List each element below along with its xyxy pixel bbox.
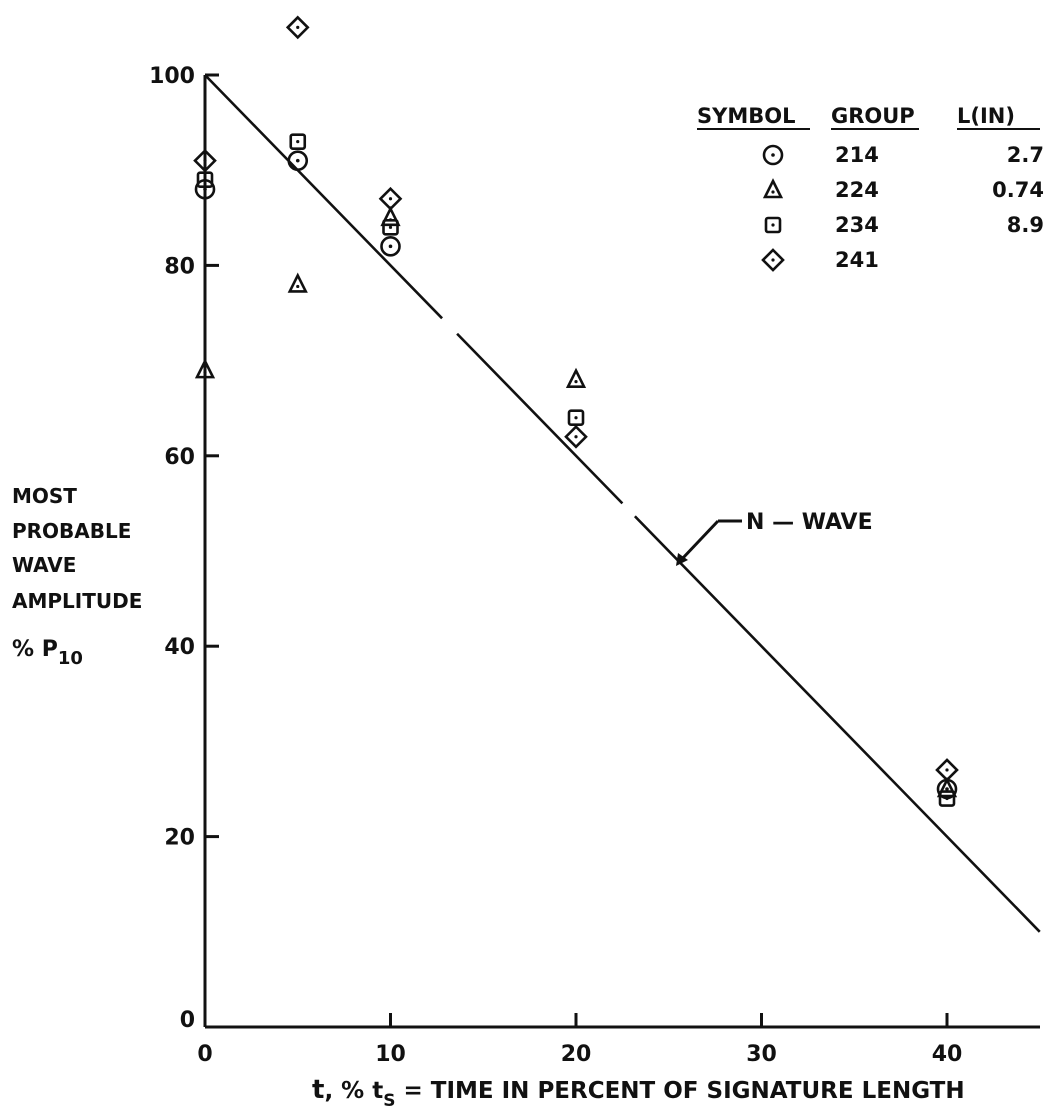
legend-length-214: 2.7 — [1007, 143, 1044, 167]
legend-header-symbol: SYMBOL — [697, 104, 795, 128]
point-diamond-241 — [193, 148, 217, 173]
y-axis-title-line-1: MOST — [12, 484, 77, 508]
n-wave-line-segment — [633, 515, 1041, 933]
legend-rows: 214 2.7 224 0.74 234 8.9 241 — [761, 143, 1044, 272]
y-tick-label: 20 — [164, 826, 195, 851]
axis-tick-labels: 0 20 40 60 80 100 0 10 20 30 40 — [149, 64, 962, 1067]
point-square-234 — [289, 133, 307, 150]
legend-length-234: 8.9 — [1007, 213, 1044, 237]
point-triangle-224 — [194, 358, 216, 379]
legend-header-length: L(IN) — [957, 104, 1015, 128]
axis-ticks — [205, 73, 949, 1027]
point-triangle-224 — [380, 205, 401, 227]
point-square-234 — [938, 790, 956, 807]
n-wave-line — [204, 74, 1041, 933]
point-diamond-241 — [935, 758, 959, 782]
y-axis-unit-prefix: % P — [12, 637, 58, 662]
x-axis-title-mid: , % t — [324, 1078, 383, 1104]
legend-group-241: 241 — [835, 248, 879, 272]
legend-square-icon — [764, 216, 782, 234]
n-wave-line-segment — [456, 332, 624, 505]
y-axis-title: MOST PROBABLE WAVE AMPLITUDE % P10 — [12, 484, 142, 669]
x-tick-label: 40 — [932, 1042, 963, 1067]
x-tick-label: 20 — [561, 1042, 592, 1067]
point-circle-214 — [380, 236, 401, 257]
legend-group-234: 234 — [835, 213, 879, 237]
legend-diamond-icon — [761, 248, 785, 272]
y-axis-title-line-4: AMPLITUDE — [12, 589, 142, 613]
n-wave-label: N — WAVE — [746, 510, 873, 535]
x-tick-label: 10 — [375, 1042, 406, 1067]
n-wave-line-segment — [204, 74, 444, 320]
y-axis-unit-subscript: 10 — [58, 648, 83, 669]
y-tick-label: 60 — [164, 445, 195, 470]
y-tick-label: 80 — [164, 254, 195, 279]
y-axis-unit: % P10 — [12, 637, 83, 669]
y-tick-label: 0 — [180, 1008, 195, 1033]
data-markers — [193, 15, 959, 807]
n-wave-leader — [680, 519, 720, 561]
y-axis-title-line-3: WAVE — [12, 553, 76, 577]
y-axis-title-line-2: PROBABLE — [12, 519, 131, 543]
point-square-234 — [567, 409, 585, 427]
point-diamond-241 — [564, 424, 588, 449]
x-axis-title-var: t — [312, 1075, 324, 1105]
point-diamond-241 — [378, 186, 403, 211]
legend-triangle-icon — [762, 178, 784, 199]
x-tick-label: 30 — [746, 1042, 777, 1067]
point-square-234 — [382, 219, 399, 236]
n-wave-annotation: N — WAVE — [676, 510, 873, 566]
point-circle-214 — [287, 150, 309, 171]
x-axis-title-sub: S — [383, 1091, 395, 1111]
y-tick-label: 40 — [164, 635, 195, 660]
n-wave-arrowhead — [676, 553, 688, 566]
legend-circle-icon — [762, 144, 784, 166]
y-tick-label: 100 — [149, 64, 195, 89]
point-triangle-224 — [287, 272, 308, 293]
axes — [203, 75, 1040, 1029]
point-triangle-224 — [565, 367, 587, 388]
legend-length-224: 0.74 — [992, 178, 1044, 202]
legend-group-224: 224 — [835, 178, 879, 202]
x-axis-title-rest: = TIME IN PERCENT OF SIGNATURE LENGTH — [395, 1078, 964, 1104]
legend-header-group: GROUP — [831, 104, 915, 128]
x-axis-title: t, % tS = TIME IN PERCENT OF SIGNATURE L… — [312, 1075, 965, 1111]
point-diamond-241 — [285, 15, 310, 40]
point-square-234 — [196, 171, 214, 189]
x-tick-label: 0 — [197, 1042, 212, 1067]
legend-group-214: 214 — [835, 143, 879, 167]
legend: SYMBOL GROUP L(IN) 214 2.7 224 0.74 234 8.9 24… — [697, 104, 1044, 272]
